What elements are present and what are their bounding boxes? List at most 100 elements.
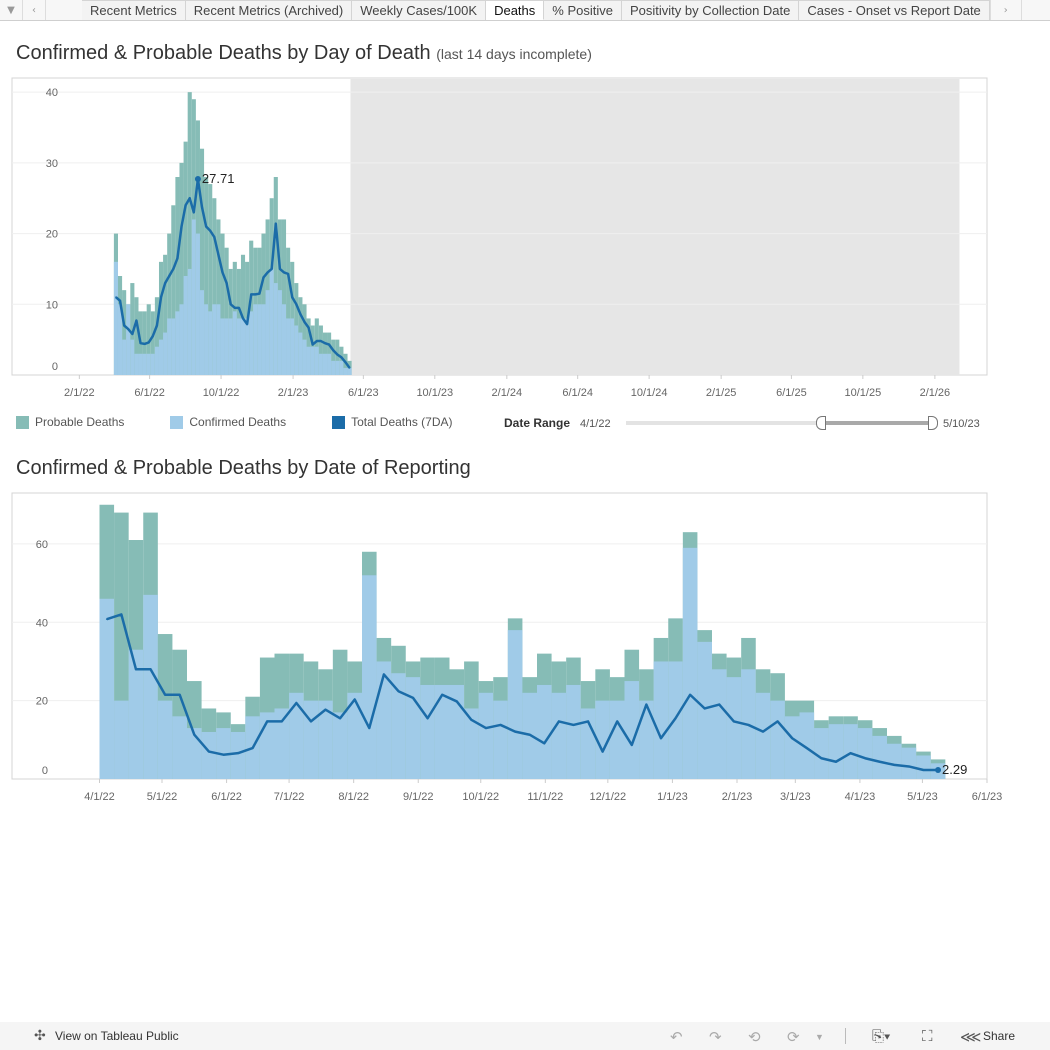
- legend-total[interactable]: Total Deaths (7DA): [332, 415, 452, 429]
- total-7da-point: [172, 268, 175, 270]
- confirmed-bar: [639, 700, 654, 779]
- total-7da-point: [238, 307, 240, 309]
- tab-recent-metrics[interactable]: Recent Metrics: [82, 0, 186, 20]
- total-7da-point: [849, 752, 852, 754]
- total-7da-point: [193, 211, 195, 214]
- confirmed-bar: [335, 360, 340, 375]
- y-tick-label: 20: [36, 696, 48, 708]
- total-7da-point: [733, 720, 735, 723]
- tab-positivity-collection[interactable]: Positivity by Collection Date: [621, 0, 800, 20]
- confirmed-bar: [697, 641, 712, 779]
- date-range-end-handle[interactable]: [928, 416, 938, 430]
- probable-bar: [204, 177, 209, 375]
- total-7da-point: [718, 703, 721, 706]
- view-on-tableau-public-link[interactable]: View on Tableau Public: [55, 1029, 179, 1043]
- probable-bar: [150, 311, 155, 375]
- refresh-icon[interactable]: ⟳: [787, 1029, 800, 1046]
- tab-recent-metrics-archived[interactable]: Recent Metrics (Archived): [185, 0, 353, 20]
- confirmed-bar: [187, 268, 192, 375]
- confirmed-bar: [191, 219, 196, 375]
- share-icon[interactable]: ⋘: [960, 1029, 982, 1046]
- confirmed-bar: [117, 304, 123, 375]
- chevron-left-icon[interactable]: ‹: [23, 0, 46, 20]
- total-7da-point: [127, 328, 130, 330]
- date-range-slider-selection[interactable]: [820, 421, 933, 425]
- date-range-start-handle[interactable]: [816, 416, 826, 430]
- confirmed-bar: [208, 311, 213, 375]
- redo-icon[interactable]: ↷: [709, 1029, 722, 1046]
- undo-icon[interactable]: ↶: [670, 1029, 683, 1046]
- total-7da-point: [131, 333, 134, 335]
- tab-deaths[interactable]: Deaths: [486, 0, 545, 20]
- x-tick-label: 2/1/23: [278, 387, 309, 399]
- probable-bar: [335, 339, 340, 375]
- confirmed-bar: [179, 304, 184, 375]
- total-7da-point: [339, 717, 341, 720]
- deaths-by-report-chart[interactable]: 0 20 40 60 4/1/22 5/1/22 6/1/22 7/1/22 8/1/22 9/1…: [0, 0, 1050, 820]
- chart1-title: Confirmed & Probable Deaths by Day of De…: [16, 42, 592, 65]
- deaths-by-day-chart[interactable]: 0 10 20 30 40 2/1/22 6/1/22 10/1/22 2/1/23 6/1/23…: [0, 0, 1050, 410]
- total-7da-point: [178, 693, 181, 696]
- total-7da-point: [908, 765, 910, 768]
- confirmed-bar: [434, 684, 450, 779]
- confirmed-bar: [347, 367, 352, 375]
- refresh-dropdown-icon[interactable]: ▼: [815, 1032, 824, 1042]
- total-7da-point: [105, 618, 108, 620]
- total-7da-point: [193, 733, 196, 736]
- total-7da-point: [180, 225, 183, 228]
- dropdown-triangle-icon[interactable]: ▼: [0, 0, 23, 20]
- x-tick-label: 6/1/23: [348, 387, 379, 399]
- tab-percent-positive[interactable]: % Positive: [544, 0, 622, 20]
- chart2-title: Confirmed & Probable Deaths by Date of R…: [16, 457, 471, 479]
- tab-cases-onset[interactable]: Cases - Onset vs Report Date: [799, 0, 990, 20]
- confirmed-bar: [537, 684, 552, 779]
- total-7da-point: [674, 717, 677, 720]
- fullscreen-icon[interactable]: ⛶: [922, 1028, 933, 1045]
- revert-icon[interactable]: ⟲: [748, 1029, 761, 1046]
- confirmed-bar: [507, 630, 523, 779]
- total-7da-line: [115, 177, 351, 369]
- tab-weekly-cases[interactable]: Weekly Cases/100K: [352, 0, 487, 20]
- total-7da-point: [397, 690, 400, 693]
- x-tick-label: 7/1/22: [274, 791, 305, 803]
- confirmed-bar: [195, 233, 200, 375]
- total-7da-point: [645, 703, 648, 706]
- probable-bar: [249, 240, 254, 375]
- confirmed-bar: [331, 360, 336, 375]
- download-icon[interactable]: ⎘▾: [872, 1028, 891, 1045]
- total-7da-point: [222, 753, 225, 756]
- total-7da-point: [143, 343, 146, 345]
- confirmed-bar: [228, 318, 233, 375]
- probable-bar: [167, 233, 172, 375]
- confirmed-bar: [609, 700, 625, 779]
- x-tick-label: 2/1/23: [722, 791, 753, 803]
- probable-bar: [179, 162, 184, 375]
- total-7da-point: [791, 737, 794, 740]
- confirmed-bar: [478, 692, 494, 779]
- total-7da-point: [258, 292, 261, 295]
- probable-bar: [273, 177, 278, 375]
- total-7da-point: [246, 323, 248, 325]
- probable-bar: [208, 184, 213, 375]
- total-7da-point: [205, 225, 207, 228]
- total-7da-point: [266, 271, 269, 274]
- total-7da-point: [320, 340, 322, 342]
- x-tick-label: 6/1/23: [972, 791, 1003, 803]
- date-range-slider-track[interactable]: [626, 421, 934, 425]
- legend-probable[interactable]: Probable Deaths: [16, 415, 124, 429]
- total-7da-point: [176, 257, 179, 260]
- confirmed-bar: [799, 712, 815, 779]
- total-7da-point: [332, 349, 334, 352]
- confirmed-bar: [726, 677, 742, 779]
- confirmed-bar: [114, 700, 129, 779]
- confirmed-bar: [814, 728, 829, 779]
- confirmed-bar: [784, 716, 800, 779]
- share-button[interactable]: Share: [983, 1029, 1016, 1043]
- chevron-right-icon[interactable]: ›: [989, 0, 1022, 20]
- confirmed-bar: [274, 708, 290, 779]
- total-7da-point: [299, 313, 302, 315]
- x-tick-label: 12/1/22: [589, 791, 626, 803]
- legend-confirmed[interactable]: Confirmed Deaths: [170, 415, 286, 429]
- total-7da-point: [283, 271, 285, 274]
- x-tick-label: 10/1/25: [845, 387, 882, 399]
